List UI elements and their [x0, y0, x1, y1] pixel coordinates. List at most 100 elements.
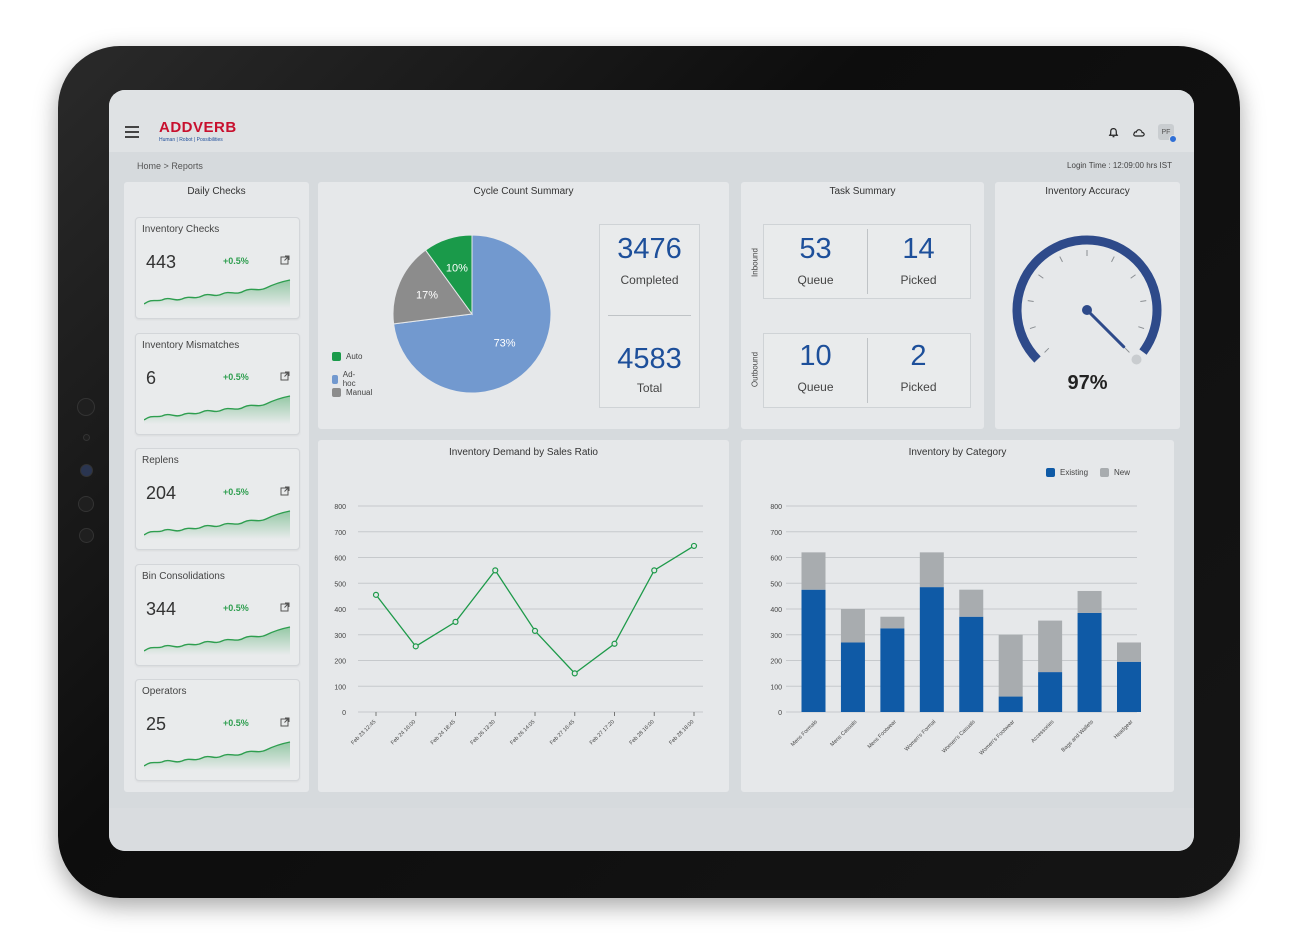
pie-slice-label: 10% — [446, 262, 468, 274]
y-tick-label: 700 — [770, 530, 782, 537]
sparkline — [144, 279, 291, 308]
total-value: 4583 — [617, 343, 682, 375]
card-value: 204 — [146, 483, 177, 503]
top-actions: PF — [1107, 124, 1177, 143]
task-summary-panel: Task Summary Inbound 53 Queue 14 Picked … — [741, 182, 984, 429]
daily-check-card[interactable]: Bin Consolidations 344 +0.5% — [135, 563, 300, 666]
daily-check-card[interactable]: Inventory Checks 443 +0.5% — [135, 217, 300, 319]
card-value: 344 — [146, 598, 177, 619]
cloud-icon[interactable] — [1132, 126, 1146, 139]
external-link-icon[interactable] — [280, 371, 290, 381]
external-link-icon[interactable] — [280, 602, 290, 612]
demand-point — [372, 591, 380, 598]
gauge-tick — [1140, 300, 1147, 303]
inbound-queue-value: 53 — [799, 233, 832, 265]
bar-existing — [880, 628, 905, 712]
bar-new — [959, 589, 984, 617]
brand-logo[interactable]: ADDVERB Human | Robot | Possibilities — [159, 119, 237, 143]
breadcrumb-current: Reports — [171, 161, 203, 171]
bar-new — [1038, 620, 1063, 673]
y-tick-label: 800 — [770, 504, 782, 511]
daily-check-card[interactable]: Replens 204 +0.5% — [135, 448, 300, 550]
y-tick-label: 300 — [334, 633, 346, 640]
outbound-divider — [867, 338, 868, 403]
y-tick-label: 200 — [770, 659, 782, 666]
card-delta: +0.5% — [223, 371, 249, 382]
demand-chart-panel: Inventory Demand by Sales Ratio 0 100 200 3… — [318, 440, 729, 792]
bottom-strip — [109, 808, 1194, 851]
y-tick-label: 0 — [778, 710, 782, 717]
gauge-tick — [1029, 326, 1036, 330]
bar-legend: Existing New — [1046, 468, 1130, 477]
bar-new — [840, 609, 865, 643]
x-tick-label: Feb 28 16:00 — [628, 719, 655, 746]
x-tick-label: Accessories — [1030, 719, 1055, 744]
brand-tagline: Human | Robot | Possibilities — [159, 137, 223, 143]
breadcrumb-home[interactable]: Home — [137, 161, 162, 171]
pie-slice-label: 73% — [494, 338, 516, 350]
external-link-icon[interactable] — [280, 255, 290, 265]
sparkline — [144, 510, 291, 539]
status-dot — [1169, 135, 1177, 143]
daily-checks-title: Daily Checks — [187, 186, 246, 197]
bar-existing — [959, 616, 984, 712]
y-tick-label: 100 — [334, 684, 346, 691]
bar-new — [919, 552, 944, 588]
legend-label: Auto — [346, 352, 363, 361]
card-delta: +0.5% — [223, 256, 249, 266]
menu-icon[interactable] — [125, 126, 139, 138]
card-title: Operators — [142, 686, 187, 697]
legend-label: Ad-hoc — [342, 370, 356, 388]
bar-existing — [1038, 672, 1063, 712]
legend-swatch — [332, 388, 341, 397]
external-link-icon[interactable] — [280, 486, 290, 496]
card-value: 6 — [146, 367, 157, 388]
top-bar: ADDVERB Human | Robot | Possibilities PF — [109, 90, 1194, 152]
y-tick-label: 500 — [770, 581, 782, 588]
bar-existing — [840, 642, 865, 712]
x-tick-label: Mens Footwear — [867, 719, 898, 750]
outbound-picked-value: 2 — [910, 340, 927, 372]
outbound-picked-label: Picked — [900, 380, 937, 394]
demand-chart-title: Inventory Demand by Sales Ratio — [449, 447, 598, 458]
x-tick-label: Headgear — [1113, 719, 1134, 740]
demand-point — [651, 567, 658, 574]
bar-new — [801, 552, 826, 590]
inbound-stats: 53 Queue 14 Picked — [763, 224, 971, 299]
x-tick-label: Feb 26 13:30 — [469, 719, 496, 746]
sparkline — [144, 741, 291, 770]
category-bar-chart: 0 100 200 300 400 500 600 700 800 Mens Formals Men… — [770, 504, 1141, 757]
demand-point — [492, 567, 499, 574]
bar-new — [880, 616, 905, 629]
x-tick-label: Feb 23 12:45 — [350, 719, 377, 746]
gauge-tick — [1111, 256, 1115, 263]
legend-label: Manual — [346, 388, 373, 397]
y-tick-label: 600 — [334, 556, 346, 563]
gauge-tick — [1027, 300, 1034, 303]
y-tick-label: 400 — [770, 607, 782, 614]
external-link-icon[interactable] — [280, 717, 290, 727]
bar-new — [1077, 590, 1102, 613]
bell-icon[interactable] — [1107, 126, 1120, 139]
card-value: 443 — [146, 252, 177, 272]
inbound-divider — [867, 229, 868, 294]
daily-check-card[interactable]: Operators 25 +0.5% — [135, 679, 300, 781]
side-button — [77, 398, 95, 416]
category-chart-title: Inventory by Category — [908, 447, 1007, 458]
inbound-picked-label: Picked — [900, 273, 937, 287]
gauge-tick — [1124, 347, 1130, 353]
pie-legend-item: Auto — [332, 352, 362, 361]
gauge-tick — [1038, 274, 1044, 279]
x-tick-label: Feb 24 16:00 — [390, 719, 417, 746]
sparkline — [144, 394, 291, 424]
x-tick-label: Women's Formal — [904, 719, 937, 752]
user-avatar[interactable]: PF — [1158, 124, 1177, 143]
accuracy-gauge — [1012, 235, 1162, 365]
y-tick-label: 200 — [334, 659, 346, 666]
pie-slice — [393, 249, 473, 325]
completed-label: Completed — [620, 273, 679, 287]
camera-dot — [83, 434, 90, 441]
breadcrumb-separator: > — [163, 161, 169, 171]
stats-divider — [608, 315, 691, 316]
daily-check-card[interactable]: Inventory Mismatches 6 +0.5% — [135, 332, 300, 435]
